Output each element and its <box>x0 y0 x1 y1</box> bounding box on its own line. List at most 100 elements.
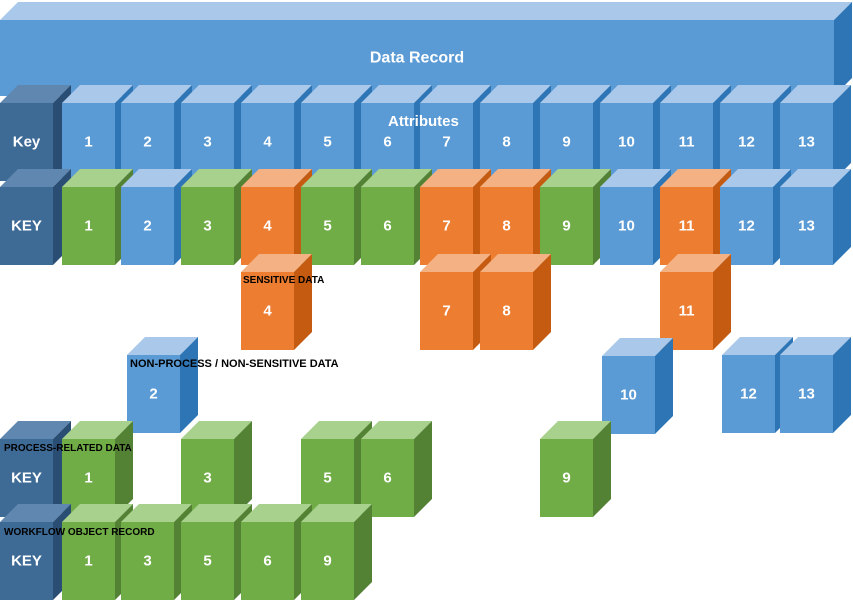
cube-top-face <box>660 254 731 272</box>
cube-label: 13 <box>798 218 815 235</box>
process-cell: 6 <box>361 421 432 517</box>
cube-label: 6 <box>383 134 391 151</box>
cube-label: 5 <box>323 218 331 235</box>
cube-top-face <box>420 254 491 272</box>
cube-top-face <box>0 85 71 103</box>
cube-top-face <box>181 169 252 187</box>
cube-front-face <box>600 187 653 265</box>
cube-label: 12 <box>738 134 755 151</box>
cube-label: 3 <box>203 470 211 487</box>
cube-label: 11 <box>679 303 695 320</box>
cube-front-face <box>181 103 234 181</box>
cube-front-face <box>0 522 53 600</box>
cube-front-face <box>600 103 653 181</box>
sensitive-data-label: SENSITIVE DATA <box>243 275 324 286</box>
cube-label: 6 <box>263 553 271 570</box>
cube-front-face <box>181 187 234 265</box>
cube-label: Key <box>13 134 41 151</box>
cube-side-face <box>180 337 198 433</box>
sensitive-cell: 11 <box>660 254 731 350</box>
cube-label: Data Record <box>370 50 464 67</box>
cube-label: 2 <box>143 134 151 151</box>
cube-front-face <box>722 355 775 433</box>
cube-label: 11 <box>679 134 695 151</box>
cube-label: 12 <box>740 386 757 403</box>
cube-top-face <box>540 421 611 439</box>
cube-front-face <box>127 355 180 433</box>
cube-front-face <box>480 187 533 265</box>
cube-top-face <box>660 85 731 103</box>
cube-label: 2 <box>149 386 157 403</box>
cube-front-face <box>241 103 294 181</box>
cube-top-face <box>121 504 192 522</box>
cube-top-face <box>480 254 551 272</box>
cube-top-face <box>62 85 133 103</box>
cube-label: 5 <box>323 134 331 151</box>
cube-label: 6 <box>383 470 391 487</box>
attribute-cell: 10 <box>600 85 671 181</box>
cube-label: 6 <box>383 218 391 235</box>
cube-label: 11 <box>679 218 695 235</box>
cube-top-face <box>127 337 198 355</box>
cube-top-face <box>241 504 312 522</box>
cube-front-face <box>540 439 593 517</box>
cube-front-face <box>0 187 53 265</box>
cube-label: 1 <box>84 218 92 235</box>
cube-front-face <box>121 187 174 265</box>
cube-front-face <box>780 187 833 265</box>
cube-top-face <box>241 85 312 103</box>
cube-label: 4 <box>263 218 272 235</box>
cube-label: 10 <box>620 387 637 404</box>
cube-top-face <box>121 169 192 187</box>
cube-top-face <box>361 421 432 439</box>
cube-front-face <box>720 187 773 265</box>
cube-side-face <box>834 2 852 96</box>
cube-label: 8 <box>502 303 510 320</box>
cube-top-face <box>780 85 851 103</box>
cube-label: 1 <box>84 470 92 487</box>
cube-front-face <box>121 522 174 600</box>
cube-top-face <box>780 169 851 187</box>
cube-top-face <box>62 421 133 439</box>
cube-front-face <box>301 522 354 600</box>
classified-cell: 13 <box>780 169 851 265</box>
classified-cell: 9 <box>540 169 611 265</box>
cube-top-face <box>181 504 252 522</box>
cube-top-face <box>361 169 432 187</box>
cube-side-face <box>655 338 673 434</box>
cube-front-face <box>62 103 115 181</box>
cube-top-face <box>480 169 551 187</box>
cube-top-face <box>420 85 491 103</box>
cube-top-face <box>780 337 851 355</box>
cube-front-face <box>420 187 473 265</box>
cube-label: 10 <box>618 134 635 151</box>
cube-top-face <box>0 504 71 522</box>
cube-top-face <box>62 169 133 187</box>
cube-front-face <box>361 187 414 265</box>
sensitive-cell: 8 <box>480 254 551 350</box>
cube-front-face <box>62 187 115 265</box>
cube-side-face <box>833 337 851 433</box>
cube-label: 9 <box>323 553 331 570</box>
cube-front-face <box>420 103 473 181</box>
cube-top-face <box>660 169 731 187</box>
cube-front-face <box>660 272 713 350</box>
non-process-cell: 10 <box>602 338 673 434</box>
cube-label: 9 <box>562 470 570 487</box>
cube-front-face <box>241 522 294 600</box>
cube-front-face <box>540 103 593 181</box>
sensitive-cell: 4 <box>241 254 312 350</box>
cube-label: 13 <box>798 134 815 151</box>
cube-front-face <box>480 103 533 181</box>
cube-label: 8 <box>502 134 510 151</box>
non-process-cell: 12 <box>722 337 793 433</box>
cube-front-face <box>780 355 833 433</box>
cube-label: 7 <box>442 134 450 151</box>
cube-top-face <box>420 169 491 187</box>
cube-top-face <box>602 338 673 356</box>
cube-side-face <box>533 254 551 350</box>
cube-front-face <box>62 522 115 600</box>
cube-label: KEY <box>11 553 42 570</box>
cube-label: 7 <box>442 218 450 235</box>
cube-top-face <box>241 254 312 272</box>
